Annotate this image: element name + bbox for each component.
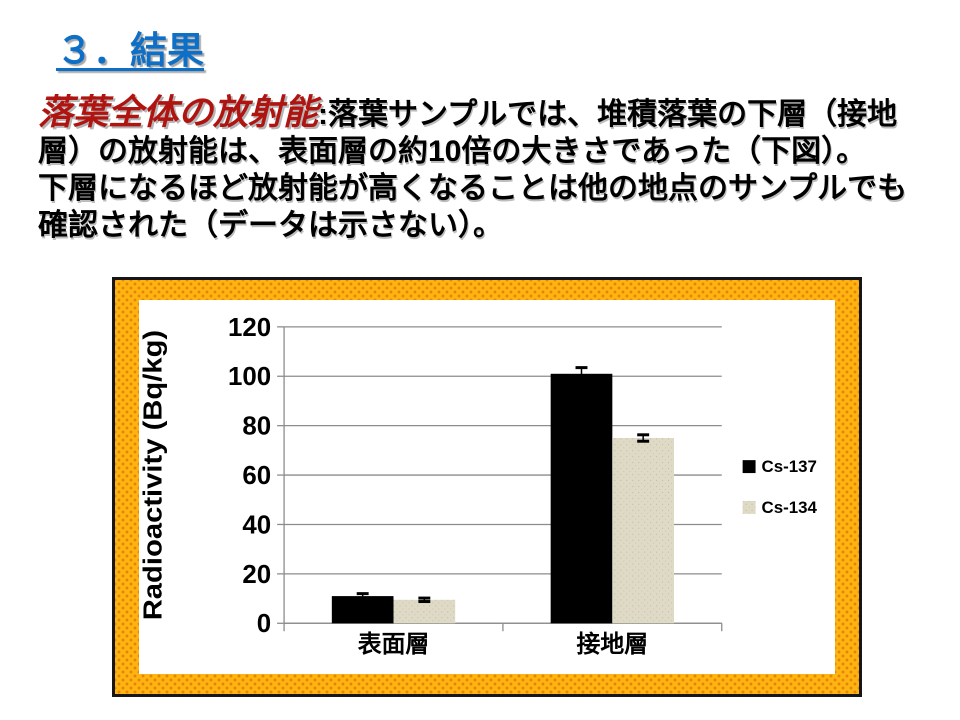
y-tick-label: 60 <box>242 462 271 490</box>
y-tick-label: 80 <box>242 413 271 441</box>
y-tick-label: 100 <box>228 363 271 391</box>
x-category-label: 接地層 <box>577 631 649 658</box>
bar-cs-134-1 <box>612 438 674 624</box>
y-tick-label: 0 <box>257 610 271 638</box>
bar-cs-137-1 <box>550 373 613 624</box>
chart-frame: 0 20 40 60 80 100 120 Radioactivity (Bq/kg) 表面層 接… <box>112 277 862 697</box>
legend-label-cs-134: Cs-134 <box>762 498 818 517</box>
bar-chart-svg: 0 20 40 60 80 100 120 Radioactivity (Bq/kg) 表面層 接… <box>140 314 818 658</box>
y-tick-label: 120 <box>228 314 271 342</box>
paragraph-1: 落葉全体の放射能:落葉サンプルでは、堆積落葉の下層（接地層）の放射能は、表面層の… <box>38 94 922 170</box>
y-axis-title: Radioactivity (Bq/kg) <box>140 330 168 620</box>
bar-cs-137-0 <box>331 596 394 624</box>
paragraph-2: 下層になるほど放射能が高くなることは他の地点のサンプルでも確認された（データは示… <box>38 172 908 242</box>
x-category-label: 表面層 <box>358 631 430 658</box>
body-text-block: 落葉全体の放射能:落葉サンプルでは、堆積落葉の下層（接地層）の放射能は、表面層の… <box>38 94 922 244</box>
y-tick-label: 20 <box>242 561 271 589</box>
paragraph-1-highlight: 落葉全体の放射能 <box>38 93 319 132</box>
legend-marker-cs-137 <box>742 460 756 474</box>
legend-marker-cs-134 <box>742 500 756 514</box>
bar-cs-134-0 <box>393 599 456 624</box>
paragraph-1-rest: :落葉サンプルでは、堆積落葉の下層（接地層）の放射能は、表面層の約10倍の大きさ… <box>38 98 898 168</box>
bar-chart: 0 20 40 60 80 100 120 Radioactivity (Bq/kg) 表面層 接… <box>139 300 835 674</box>
legend-label-cs-137: Cs-137 <box>762 457 817 476</box>
y-tick-label: 40 <box>242 511 271 539</box>
slide-title: ３．結果 <box>56 30 204 71</box>
